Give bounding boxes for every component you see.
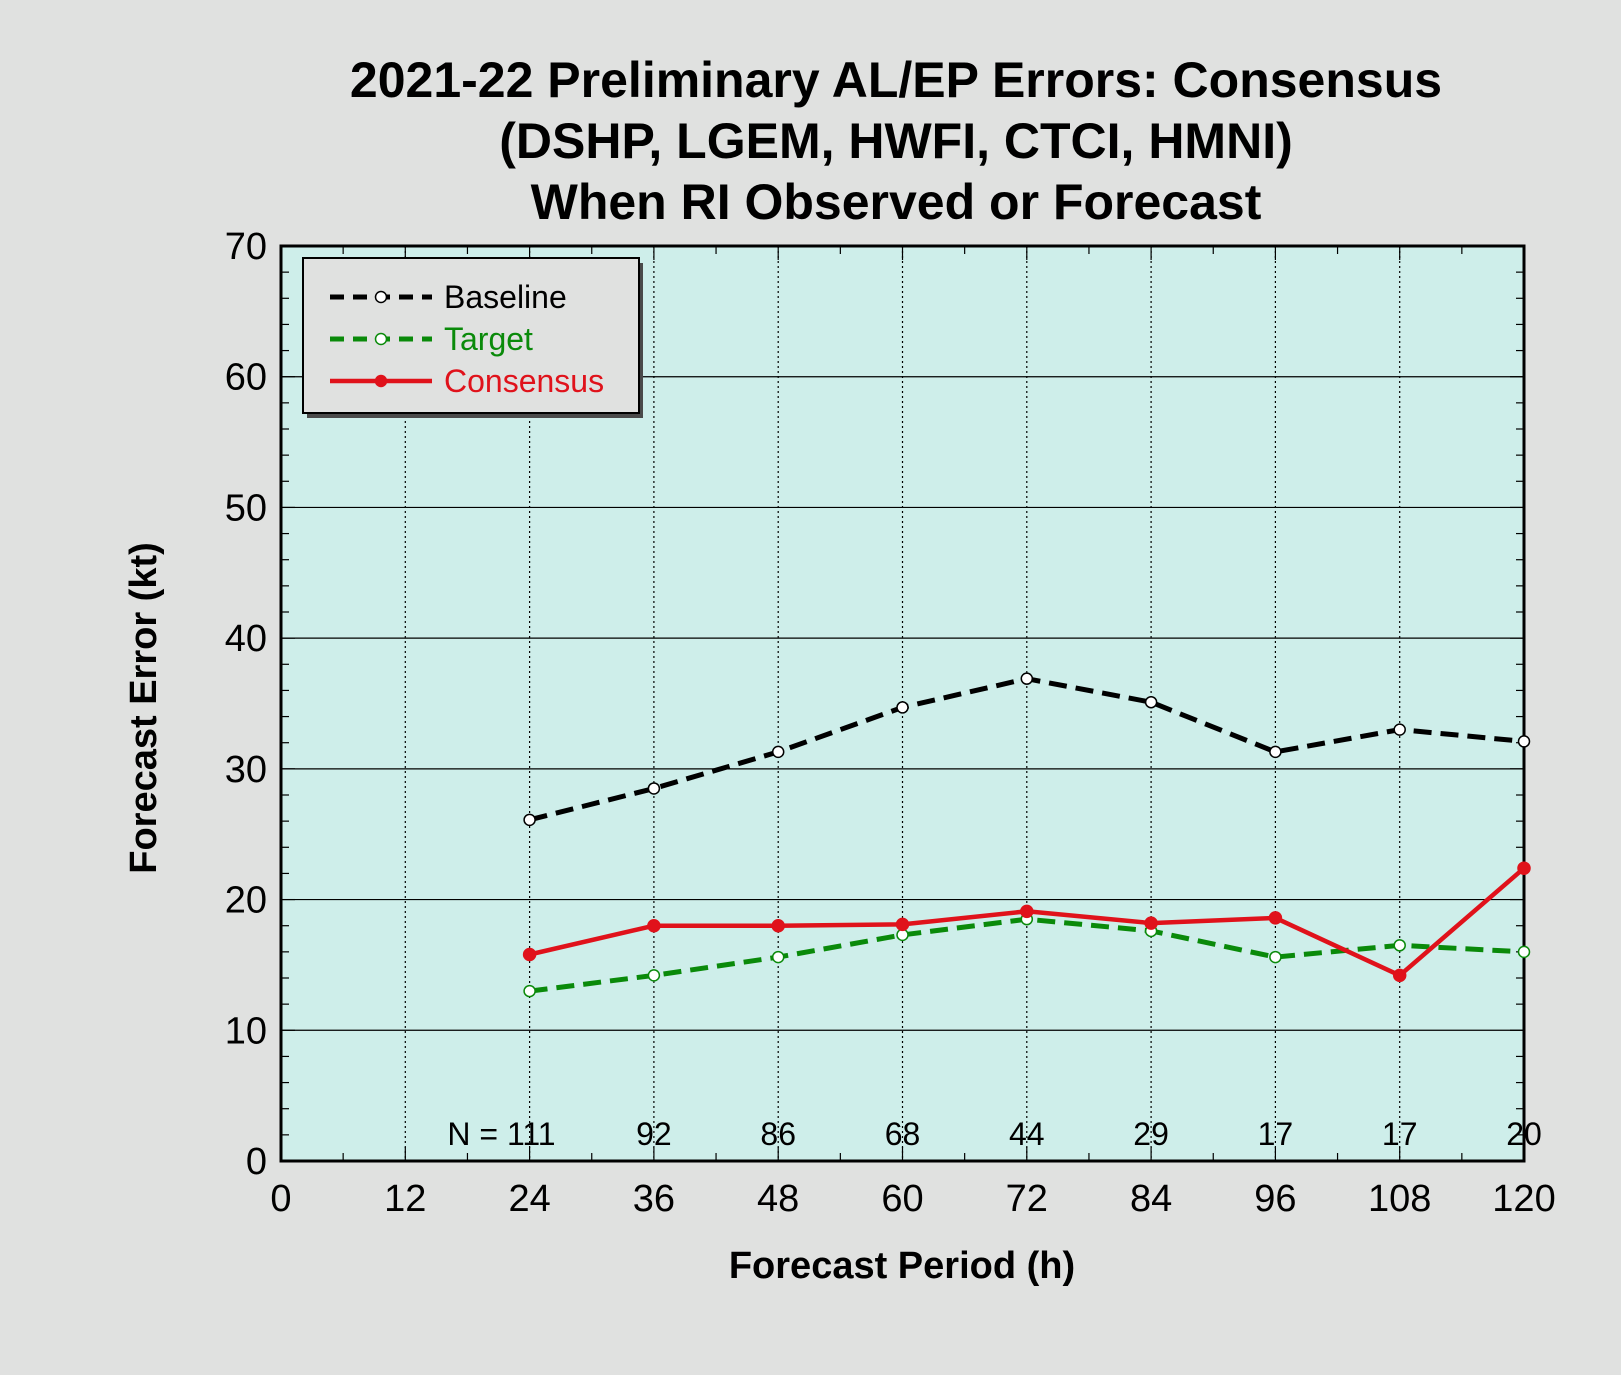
consensus-point <box>522 947 537 962</box>
x-tick-label: 24 <box>508 1178 550 1220</box>
y-tick-label: 40 <box>225 618 267 660</box>
x-tick-label: 72 <box>1006 1178 1048 1220</box>
sample-size-label: 92 <box>636 1116 672 1152</box>
consensus-point <box>1020 904 1034 919</box>
baseline-point <box>896 701 909 714</box>
series-layer <box>522 672 1531 998</box>
x-axis-label: Forecast Period (h) <box>729 1245 1075 1287</box>
consensus-point <box>1517 861 1531 875</box>
plot-frame <box>279 244 1526 1163</box>
sample-size-label: 17 <box>1258 1116 1294 1152</box>
sample-size-label: 44 <box>1009 1116 1045 1152</box>
consensus-point <box>1392 968 1407 983</box>
chart-title-line-1: 2021-22 Preliminary AL/EP Errors: Consen… <box>350 52 1442 108</box>
target-point <box>647 969 661 982</box>
y-tick-label: 50 <box>225 487 267 529</box>
baseline-point <box>1269 745 1282 759</box>
y-tick-labels: 0 10 20 30 40 50 60 70 <box>225 226 267 1183</box>
y-axis-label: Forecast Error (kt) <box>123 542 165 874</box>
x-tick-label: 108 <box>1368 1178 1431 1220</box>
y-tick-label: 30 <box>225 749 267 791</box>
consensus-point <box>1144 916 1158 930</box>
consensus-point <box>771 918 785 933</box>
consensus-point <box>895 917 910 932</box>
x-tick-labels: 0 12 24 36 48 60 72 84 96 108 120 <box>270 1178 1555 1220</box>
y-tick-label: 10 <box>225 1010 267 1052</box>
x-tick-label: 120 <box>1492 1178 1555 1220</box>
baseline-point <box>1393 723 1406 736</box>
baseline-point <box>647 782 661 795</box>
baseline-point <box>1020 672 1034 685</box>
y-tick-label: 60 <box>225 357 267 399</box>
x-tick-label: 0 <box>270 1178 291 1220</box>
legend: Baseline Target Consensus <box>302 257 643 418</box>
sample-size-label: 17 <box>1382 1116 1418 1152</box>
x-tick-label: 48 <box>757 1178 799 1220</box>
y-tick-label: 70 <box>225 226 267 268</box>
chart-title-line-3: When RI Observed or Forecast <box>531 174 1262 230</box>
legend-box <box>302 257 640 414</box>
grid <box>281 246 1524 1161</box>
legend-baseline-label: Baseline <box>444 279 567 315</box>
baseline-point <box>771 745 785 759</box>
y-tick-label: 0 <box>246 1141 267 1183</box>
sample-size-label: 86 <box>760 1116 796 1152</box>
legend-target-label: Target <box>444 321 533 357</box>
sample-size-label: 29 <box>1133 1116 1169 1152</box>
baseline-point <box>1144 695 1158 709</box>
y-tick-label: 20 <box>225 880 267 922</box>
target-point <box>523 984 536 998</box>
legend-consensus-label: Consensus <box>444 363 604 399</box>
consensus-point <box>1268 911 1283 925</box>
sample-size-label: 68 <box>885 1116 921 1152</box>
target-point <box>771 950 785 964</box>
chart-title-line-2: (DSHP, LGEM, HWFI, CTCI, HMNI) <box>499 113 1292 169</box>
baseline-point <box>1517 735 1531 748</box>
consensus-point <box>647 918 661 933</box>
target-point <box>1393 939 1406 952</box>
legend-consensus-marker <box>374 374 388 388</box>
baseline-point <box>523 813 536 827</box>
sample-size-label: N = 111 <box>447 1116 555 1152</box>
sample-size-label: 20 <box>1506 1116 1542 1152</box>
target-point <box>1517 945 1531 959</box>
x-tick-label: 96 <box>1254 1178 1296 1220</box>
sample-size-labels: N = 111 92 86 68 44 29 17 17 20 <box>447 1116 1541 1152</box>
x-tick-label: 84 <box>1130 1178 1172 1220</box>
x-tick-label: 12 <box>384 1178 426 1220</box>
x-tick-label: 36 <box>633 1178 675 1220</box>
legend-baseline-marker <box>374 290 388 304</box>
target-point <box>1269 950 1282 964</box>
legend-target-marker <box>374 332 388 346</box>
x-tick-label: 60 <box>881 1178 923 1220</box>
